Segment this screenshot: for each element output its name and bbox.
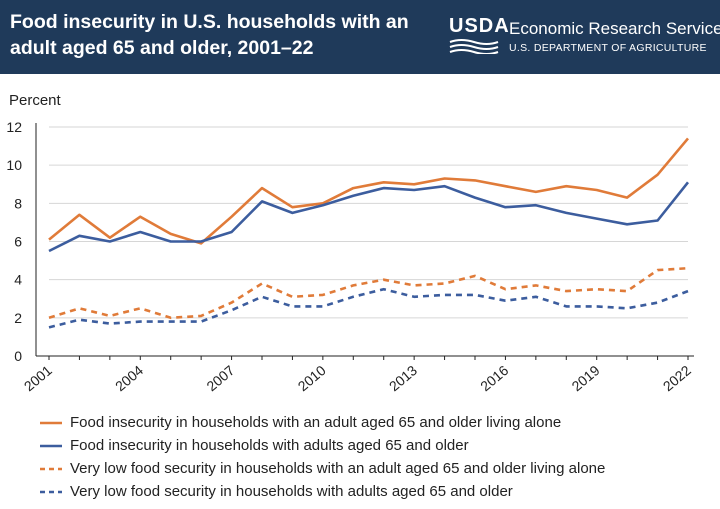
header-banner: Food insecurity in U.S. households with … <box>0 0 720 74</box>
agency-name: Economic Research Service <box>509 19 720 38</box>
x-tick-label: 2022 <box>660 362 694 394</box>
x-tick-label: 2010 <box>295 362 329 394</box>
usda-logo: USDA <box>449 14 509 54</box>
x-tick-label: 2007 <box>203 362 237 394</box>
legend-label: Food insecurity in households with adult… <box>70 437 469 454</box>
series-line-2 <box>48 181 690 253</box>
legend-item-1: Food insecurity in households with an ad… <box>40 411 720 434</box>
series-line-3 <box>48 266 689 320</box>
y-tick-label: 6 <box>14 234 22 250</box>
y-tick-label: 8 <box>14 195 22 211</box>
chart-title: Food insecurity in U.S. households with … <box>10 11 409 59</box>
legend-label: Very low food security in households wit… <box>70 460 606 477</box>
legend-label: Very low food security in households wit… <box>70 483 513 500</box>
y-tick-label: 4 <box>14 272 22 288</box>
x-tick-label: 2019 <box>568 362 602 394</box>
x-tick-label: 2004 <box>112 362 146 394</box>
y-tick-label: 2 <box>14 310 22 326</box>
legend-swatch <box>40 490 62 494</box>
x-tick-label: 2001 <box>21 362 55 394</box>
legend-item-4: Very low food security in households wit… <box>40 480 720 503</box>
chart-legend: Food insecurity in households with an ad… <box>40 411 720 503</box>
x-tick-label: 2016 <box>477 362 511 394</box>
legend-item-2: Food insecurity in households with adult… <box>40 434 720 457</box>
legend-swatch <box>40 467 62 471</box>
legend-swatch <box>40 444 62 448</box>
legend-label: Food insecurity in households with an ad… <box>70 414 562 431</box>
legend-item-3: Very low food security in households wit… <box>40 457 720 480</box>
series-line-4 <box>48 287 689 329</box>
x-tick-label: 2013 <box>386 362 420 394</box>
series-line-1 <box>48 137 689 245</box>
y-tick-label: 10 <box>6 157 22 173</box>
line-chart: Percent 0 2 4 6 8 10 12 2001 2004 2007 2010 2013 2016… <box>6 92 694 394</box>
y-axis-label: Percent <box>9 92 62 109</box>
y-tick-label: 0 <box>14 348 22 364</box>
legend-swatch <box>40 421 62 425</box>
y-tick-label: 12 <box>6 119 22 135</box>
department-name: U.S. DEPARTMENT OF AGRICULTURE <box>509 42 707 54</box>
